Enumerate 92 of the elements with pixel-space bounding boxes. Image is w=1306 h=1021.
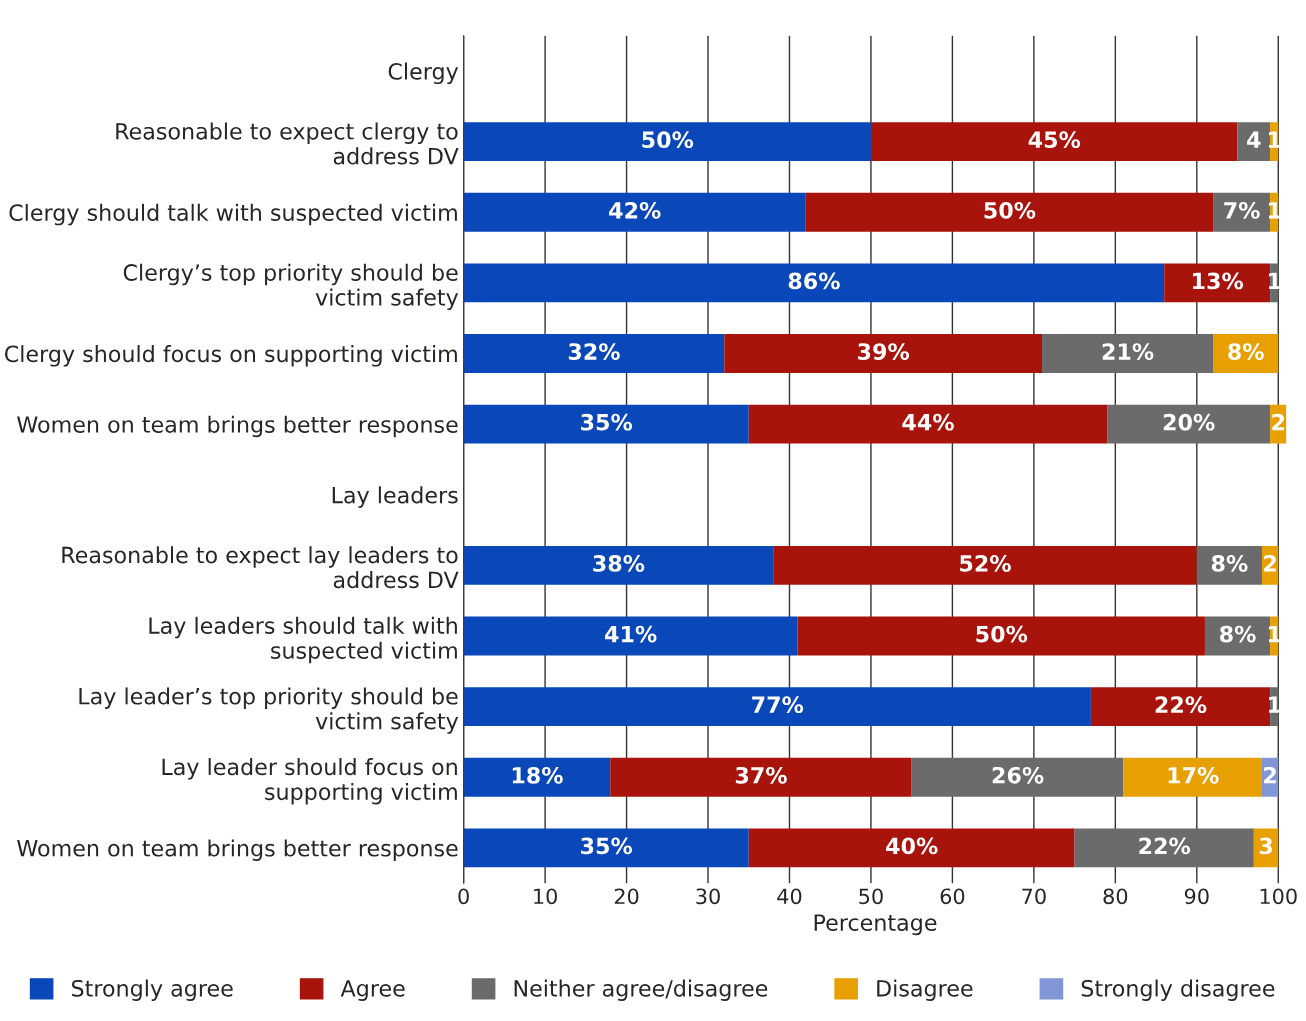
x-tick-label: 60 [940, 888, 965, 905]
data-label: 77% [752, 696, 804, 714]
bar [463, 404, 749, 444]
data-label: 18% [512, 766, 563, 784]
data-label: 8% [1211, 555, 1248, 572]
bar [463, 757, 611, 797]
y-tick-label: Reasonable to expect clergy to address DV [116, 122, 459, 165]
legend-label: Agree [340, 980, 405, 1001]
y-tick-label: Clergy [388, 62, 459, 85]
data-label: 86% [788, 272, 840, 290]
data-label: 50% [642, 131, 694, 149]
data-label: 17% [1168, 766, 1219, 784]
bar [911, 757, 1124, 797]
bar [1107, 404, 1271, 444]
x-tick-label: 80 [1103, 888, 1128, 905]
bar [870, 122, 1238, 162]
x-tick-label: 10 [534, 888, 557, 905]
data-label: 37% [735, 766, 787, 784]
data-label: 1 [1268, 625, 1281, 643]
data-label: 2 [1272, 413, 1285, 431]
bar [463, 122, 871, 162]
bar [797, 616, 1205, 656]
data-label: 41% [605, 625, 657, 643]
data-label: 1 [1268, 202, 1281, 219]
y-tick-label: Clergy should talk with suspected victim [9, 203, 457, 226]
data-label: 38% [593, 555, 645, 572]
data-label: 39% [858, 343, 910, 360]
bar [463, 616, 798, 656]
x-tick-label: 50 [859, 888, 883, 905]
bar [463, 828, 749, 868]
data-label: 35% [581, 413, 633, 431]
data-label: 8% [1220, 625, 1256, 643]
bar [724, 334, 1043, 373]
y-tick-label: Lay leader should focus on supporting victim [162, 758, 457, 805]
data-label: 7% [1224, 201, 1260, 219]
bar [610, 757, 912, 797]
data-label: 20% [1163, 413, 1215, 431]
y-tick-label: Reasonable to expect lay leaders to address DV [62, 546, 459, 589]
data-label: 22% [1155, 696, 1207, 714]
bar [748, 404, 1108, 444]
y-tick-label: Lay leaders should talk with suspected victim [149, 616, 457, 664]
data-label: 13% [1193, 272, 1244, 290]
data-label: 26% [992, 766, 1044, 784]
data-label: 32% [568, 343, 620, 360]
bar [805, 192, 1214, 232]
data-label: 3 [1259, 837, 1273, 855]
y-tick-label: Women on team brings better response [17, 415, 458, 438]
x-tick-label: 20 [614, 888, 639, 905]
bar [773, 545, 1197, 585]
legend-label: Disagree [877, 979, 973, 1001]
bar [1213, 192, 1271, 232]
legend-label: Neither agree/disagree [514, 979, 768, 1001]
data-label: 45% [1028, 131, 1081, 149]
data-label: 40% [886, 837, 938, 855]
data-label: 1 [1268, 131, 1281, 148]
data-label: 22% [1139, 837, 1191, 855]
data-label: 4 [1247, 131, 1261, 148]
y-tick-label: Clergy’s top priority should be victim safety [123, 263, 459, 311]
y-tick-label: Clergy should focus on supporting victim [4, 345, 457, 367]
bar [748, 828, 1075, 868]
x-tick-label: 100 [1260, 888, 1297, 905]
bar [463, 192, 806, 232]
bar [1164, 263, 1271, 303]
bar [1074, 828, 1254, 868]
bar [1123, 757, 1262, 797]
y-tick-label: Lay leader’s top priority should be victim safety [79, 687, 459, 734]
data-label: 35% [581, 837, 633, 855]
data-label: 2 [1264, 555, 1276, 572]
bar [1042, 334, 1214, 373]
data-label: 52% [960, 555, 1011, 572]
legend-label: Strongly disagree [1081, 979, 1275, 1001]
data-label: 21% [1102, 343, 1154, 360]
x-tick-label: 30 [696, 888, 720, 905]
data-label: 42% [609, 201, 661, 219]
x-tick-label: 70 [1022, 888, 1046, 905]
data-label: 8% [1228, 343, 1264, 360]
data-label: 44% [902, 413, 954, 431]
bar [463, 263, 1165, 303]
x-tick-label: 90 [1184, 888, 1209, 905]
y-tick-label: Women on team brings better response [17, 839, 458, 861]
bar [463, 334, 725, 373]
x-tick-label: 40 [777, 888, 802, 905]
data-label: 2 [1264, 766, 1276, 784]
bar [463, 687, 1091, 727]
bar [463, 545, 774, 585]
y-tick-label: Lay leaders [332, 486, 458, 508]
bar [1090, 687, 1271, 727]
data-label: 50% [984, 201, 1036, 219]
legend-label: Strongly agree [71, 979, 233, 1001]
data-label: 50% [976, 625, 1028, 643]
x-tick-label: 0 [458, 888, 469, 905]
x-axis-title: Percentage [814, 914, 937, 936]
